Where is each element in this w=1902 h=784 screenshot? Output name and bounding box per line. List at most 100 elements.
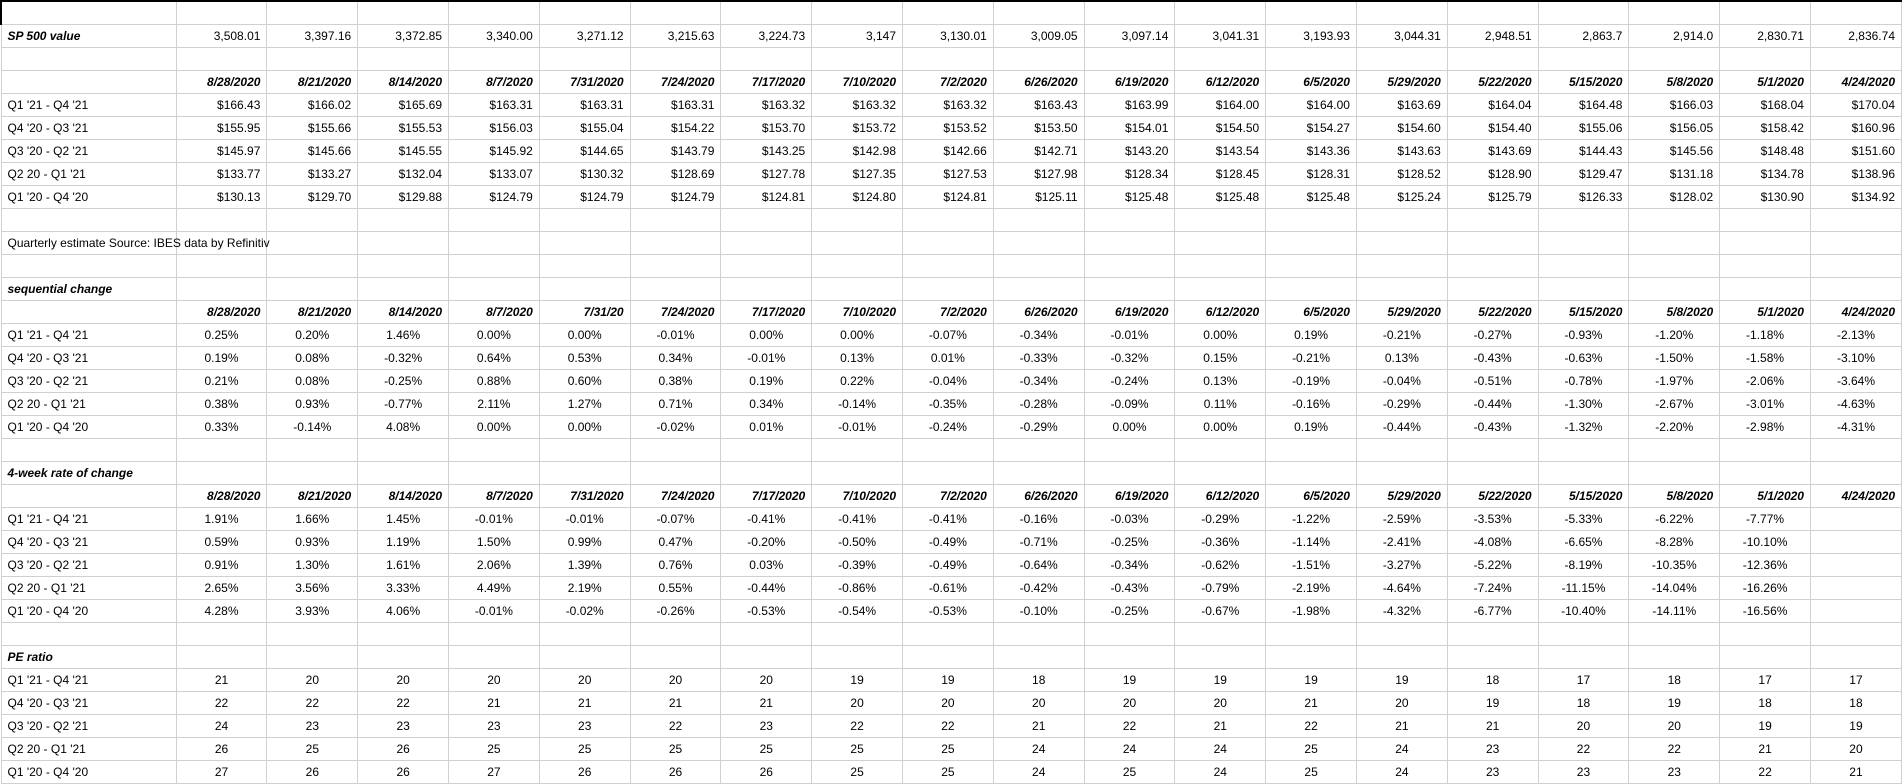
cell <box>539 623 630 646</box>
data-cell: $145.55 <box>358 140 449 163</box>
cell <box>1810 439 1901 462</box>
date-header: 7/24/2020 <box>630 301 721 324</box>
data-cell: 21 <box>1720 738 1811 761</box>
cell <box>1720 48 1811 71</box>
data-cell: -2.06% <box>1720 370 1811 393</box>
data-cell: -0.26% <box>630 600 721 623</box>
cell <box>903 623 994 646</box>
data-cell: 0.01% <box>721 416 812 439</box>
data-cell: $125.48 <box>1266 186 1357 209</box>
cell <box>1629 255 1720 278</box>
data-cell: 3.93% <box>267 600 358 623</box>
data-cell: 24 <box>1356 738 1447 761</box>
cell <box>721 255 812 278</box>
data-cell: $163.43 <box>993 94 1084 117</box>
data-cell: $145.56 <box>1629 140 1720 163</box>
data-cell: -4.63% <box>1810 393 1901 416</box>
cell <box>539 209 630 232</box>
data-cell: 25 <box>903 761 994 784</box>
data-cell: 0.11% <box>1175 393 1266 416</box>
data-cell: $148.48 <box>1720 140 1811 163</box>
data-cell: $127.98 <box>993 163 1084 186</box>
cell <box>1447 232 1538 255</box>
sp500-value: 2,836.74 <box>1810 25 1901 48</box>
data-cell: 25 <box>721 738 812 761</box>
data-cell: 22 <box>1629 738 1720 761</box>
cell <box>1175 646 1266 669</box>
data-cell: 0.76% <box>630 554 721 577</box>
data-cell: -0.27% <box>1447 324 1538 347</box>
data-cell: -0.29% <box>1175 508 1266 531</box>
date-header: 7/24/2020 <box>630 71 721 94</box>
date-header: 7/31/2020 <box>539 485 630 508</box>
cell <box>993 1 1084 25</box>
data-cell: -0.39% <box>812 554 903 577</box>
cell <box>1720 278 1811 301</box>
cell <box>812 48 903 71</box>
data-cell: -1.14% <box>1266 531 1357 554</box>
cell <box>903 462 994 485</box>
data-cell: $142.71 <box>993 140 1084 163</box>
data-cell: 25 <box>267 738 358 761</box>
data-cell: 0.01% <box>903 347 994 370</box>
row-label: Q1 '21 - Q4 '21 <box>1 94 176 117</box>
date-header: 7/17/2020 <box>721 301 812 324</box>
data-cell: $127.78 <box>721 163 812 186</box>
data-cell: 4.28% <box>176 600 267 623</box>
cell <box>267 255 358 278</box>
data-cell: $153.52 <box>903 117 994 140</box>
cell <box>1356 439 1447 462</box>
data-cell: 0.88% <box>449 370 540 393</box>
date-header: 5/22/2020 <box>1447 485 1538 508</box>
data-cell: 21 <box>176 669 267 692</box>
data-cell: 25 <box>1266 738 1357 761</box>
data-cell: 24 <box>1084 738 1175 761</box>
cell <box>630 255 721 278</box>
data-cell: 3.33% <box>358 577 449 600</box>
data-cell: -0.04% <box>1356 370 1447 393</box>
data-cell: $142.66 <box>903 140 994 163</box>
data-cell: $125.48 <box>1084 186 1175 209</box>
cell <box>1356 48 1447 71</box>
data-cell: 2.11% <box>449 393 540 416</box>
cell <box>267 1 358 25</box>
cell <box>176 646 267 669</box>
data-cell: -2.20% <box>1629 416 1720 439</box>
section-header-pe: PE ratio <box>1 646 176 669</box>
cell <box>1 71 176 94</box>
data-cell: $127.53 <box>903 163 994 186</box>
data-cell: $128.45 <box>1175 163 1266 186</box>
data-cell: $163.32 <box>721 94 812 117</box>
data-cell: 18 <box>1629 669 1720 692</box>
cell <box>267 623 358 646</box>
data-cell: -1.30% <box>1538 393 1629 416</box>
cell <box>1447 1 1538 25</box>
date-header: 7/2/2020 <box>903 485 994 508</box>
cell <box>1629 439 1720 462</box>
date-header: 5/8/2020 <box>1629 71 1720 94</box>
cell <box>1266 232 1357 255</box>
data-cell: -0.29% <box>1356 393 1447 416</box>
data-cell: 21 <box>1266 692 1357 715</box>
date-header: 7/2/2020 <box>903 71 994 94</box>
data-cell: -0.51% <box>1447 370 1538 393</box>
data-cell: -0.02% <box>630 416 721 439</box>
data-cell: -0.07% <box>630 508 721 531</box>
cell <box>993 48 1084 71</box>
row-label: Q2 20 - Q1 '21 <box>1 163 176 186</box>
data-cell: 21 <box>1356 715 1447 738</box>
cell <box>1 1 176 25</box>
data-cell: $133.27 <box>267 163 358 186</box>
cell <box>358 462 449 485</box>
sp500-value: 3,041.31 <box>1175 25 1266 48</box>
data-cell: $128.69 <box>630 163 721 186</box>
cell <box>1810 48 1901 71</box>
cell <box>812 623 903 646</box>
data-cell: $124.81 <box>721 186 812 209</box>
cell <box>449 232 540 255</box>
data-cell: 22 <box>630 715 721 738</box>
data-cell: -0.34% <box>993 370 1084 393</box>
date-header: 7/10/2020 <box>812 71 903 94</box>
row-label: Q2 20 - Q1 '21 <box>1 738 176 761</box>
data-cell: $155.95 <box>176 117 267 140</box>
